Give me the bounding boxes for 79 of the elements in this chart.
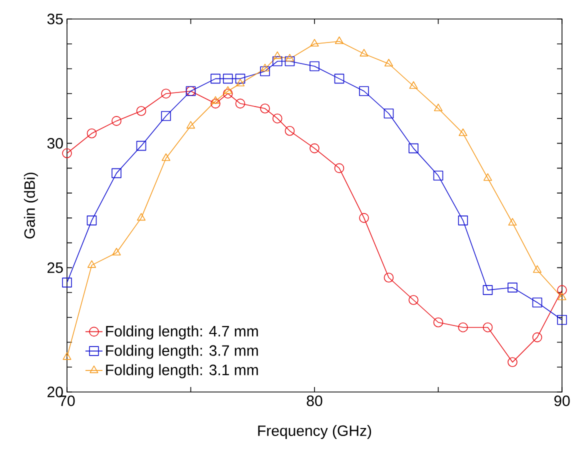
point: [210, 98, 220, 108]
x-axis-title: Frequency (GHz): [258, 425, 372, 439]
x-tick-label: 90: [554, 396, 570, 406]
point: [359, 86, 369, 96]
point: [222, 88, 233, 98]
y-tick-label: 30: [47, 138, 63, 149]
point: [532, 298, 542, 308]
point: [433, 170, 444, 181]
point: [557, 314, 567, 325]
legend-label: Folding length: 4.7 mm: [106, 326, 258, 340]
point: [260, 66, 270, 76]
point: [458, 216, 468, 226]
point: [360, 48, 368, 56]
point: [235, 98, 246, 108]
point: [284, 56, 295, 66]
point: [62, 352, 72, 360]
point: [86, 128, 97, 138]
point: [458, 322, 468, 332]
point: [384, 58, 394, 66]
point: [112, 116, 122, 126]
point: [136, 140, 146, 151]
point: [136, 213, 146, 221]
legend-label: Folding length: 3.1 mm: [106, 364, 258, 378]
x-tick-label: 80: [306, 396, 322, 406]
point: [86, 216, 97, 226]
point: [62, 148, 72, 158]
point: [62, 278, 72, 288]
point: [161, 111, 171, 121]
point: [409, 81, 418, 89]
point: [532, 265, 542, 273]
point: [433, 317, 444, 328]
point: [508, 357, 518, 368]
legend-label: Folding length: 3.7 mm: [106, 344, 258, 359]
point: [211, 96, 220, 104]
point: [272, 56, 282, 66]
point: [260, 64, 270, 72]
y-axis-title: Gain (dBi): [24, 172, 38, 239]
point: [359, 213, 369, 223]
point: [558, 292, 566, 300]
point: [285, 54, 294, 62]
point: [310, 61, 320, 72]
point: [224, 86, 232, 94]
point: [557, 285, 567, 295]
point: [334, 36, 344, 44]
point: [112, 168, 122, 178]
point: [273, 51, 282, 59]
point: [222, 74, 233, 84]
point: [408, 143, 418, 154]
point: [508, 282, 518, 292]
point: [508, 218, 517, 226]
point: [161, 88, 171, 98]
point: [482, 285, 493, 295]
x-tick-label: 70: [59, 396, 75, 406]
y-tick-label: 20: [48, 386, 63, 398]
point: [260, 104, 270, 114]
y-tick-label: 25: [48, 262, 63, 273]
point: [87, 260, 96, 268]
point: [236, 78, 245, 86]
point: [458, 128, 468, 136]
point: [384, 272, 394, 283]
point: [136, 106, 146, 116]
point: [235, 74, 246, 84]
point: [532, 332, 542, 342]
point: [186, 121, 196, 129]
point: [334, 163, 344, 174]
point: [162, 153, 170, 161]
point: [310, 38, 319, 47]
point: [284, 126, 295, 136]
point: [210, 74, 220, 84]
y-tick-label: 35: [47, 14, 63, 24]
point: [408, 295, 418, 305]
point: [483, 173, 492, 181]
point: [272, 114, 282, 124]
point: [310, 143, 320, 154]
point: [384, 108, 394, 118]
point: [482, 322, 493, 332]
point: [334, 74, 344, 84]
point: [112, 248, 121, 256]
point: [434, 104, 443, 112]
